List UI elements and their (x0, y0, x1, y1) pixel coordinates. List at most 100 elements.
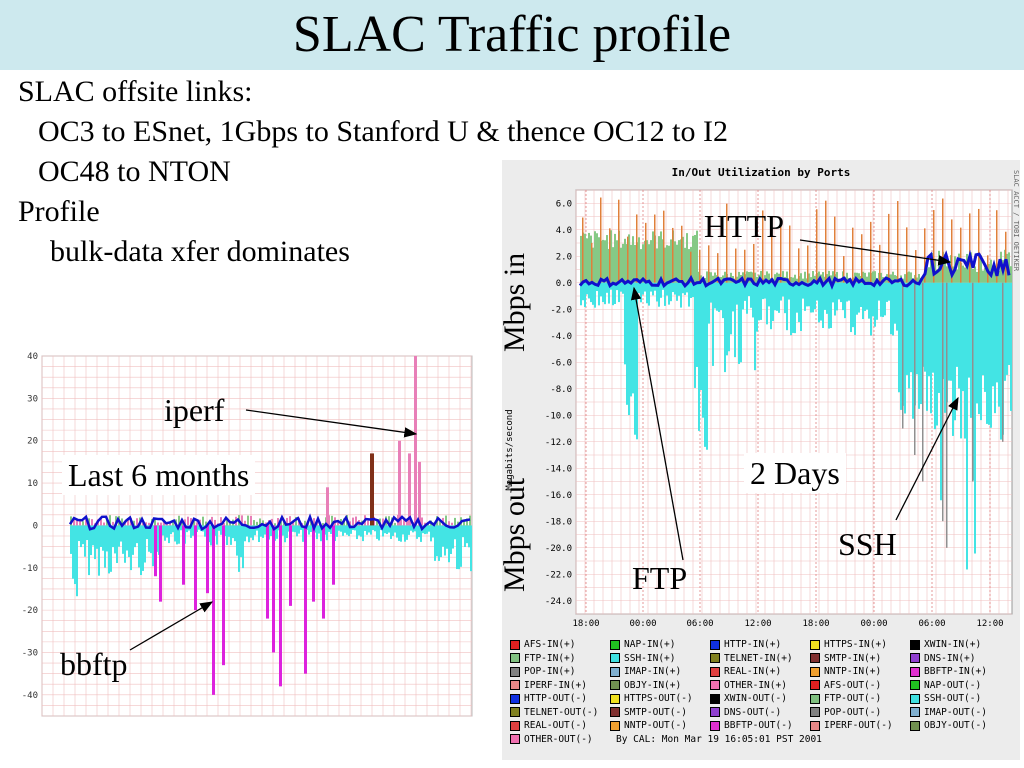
ssh-out-bar (702, 282, 704, 418)
misc-in-spike (807, 245, 809, 283)
ftp-in-bar (586, 238, 588, 283)
ssh-out-bar (262, 525, 264, 538)
ssh-out-bar (70, 525, 72, 554)
inbound-bar (439, 519, 441, 526)
ssh-out-bar (378, 525, 380, 541)
legend-label: POP-IN(+) (524, 666, 576, 677)
ssh-out-bar (856, 282, 858, 315)
ssh-out-bar (248, 525, 250, 543)
ssh-out-bar (198, 525, 200, 530)
inbound-bar (142, 523, 144, 526)
ssh-out-bar (932, 282, 934, 373)
ssh-out-bar (1004, 282, 1006, 381)
ftp-in-bar (800, 273, 802, 283)
bbftp-spike (159, 525, 162, 602)
ftp-in-bar (818, 271, 820, 283)
inbound-bar (124, 523, 126, 526)
ssh-out-bar (270, 525, 272, 537)
legend-item: HTTP-IN(+) (710, 638, 810, 652)
iperf-spike (326, 487, 329, 526)
inbound-bar (133, 520, 135, 526)
ssh-out-bar (882, 282, 884, 318)
ssh-out-bar (760, 282, 762, 320)
ssh-out-bar (670, 282, 672, 302)
inbound-bar (454, 517, 456, 526)
bbftp-spike (289, 525, 292, 606)
ssh-out-bar (100, 525, 102, 547)
ssh-out-bar (794, 282, 796, 334)
legend-label: REAL-OUT(-) (524, 720, 587, 731)
ftp-in-bar (864, 272, 866, 283)
ssh-out-bar (76, 525, 78, 597)
ssh-out-bar (708, 282, 710, 324)
inbound-bar (100, 518, 102, 526)
inbound-bar (211, 516, 213, 526)
y-axis-title: Megabits/second (505, 409, 515, 490)
legend-item: OBJY-OUT(-) (910, 719, 1010, 733)
inbound-bar (88, 518, 90, 526)
legend-row: AFS-IN(+) NAP-IN(+) HTTP-IN(+) HTTPS-IN(+) X… (510, 638, 1010, 652)
ssh-out-bar (974, 282, 976, 554)
ssh-out-bar (584, 282, 586, 308)
inbound-bar (205, 521, 207, 526)
ftp-in-bar (872, 271, 874, 283)
bullet-offsite-links: SLAC offsite links: (18, 75, 253, 108)
misc-in-spike (852, 227, 854, 283)
ssh-out-bar (122, 525, 124, 554)
ssh-out-bar (924, 282, 926, 372)
ssh-out-bar (370, 525, 372, 535)
legend-swatch (610, 707, 620, 718)
bbftp-spike (182, 525, 185, 585)
ssh-out-bar (392, 525, 394, 536)
inbound-bar (145, 522, 147, 526)
ssh-out-bar (700, 282, 702, 391)
y-tick-label: -22.0 (545, 570, 572, 580)
ssh-out-bar (118, 525, 120, 547)
ssh-out-bar (112, 525, 114, 548)
ssh-out-bar (978, 282, 980, 415)
legend-item: REAL-IN(+) (710, 665, 810, 679)
ftp-in-bar (738, 271, 740, 283)
ftp-in-bar (972, 268, 974, 283)
misc-in-spike (762, 210, 764, 283)
ssh-out-bar (678, 282, 680, 296)
ftp-in-bar (894, 275, 896, 283)
ssh-out-bar (78, 525, 80, 542)
inbound-bar (193, 519, 195, 526)
inbound-bar (250, 515, 252, 526)
ftp-in-bar (646, 240, 648, 283)
ssh-out-bar (668, 282, 670, 305)
ssh-out-bar (660, 282, 662, 298)
ssh-out-bar (958, 282, 960, 389)
ssh-out-bar (126, 525, 128, 551)
legend-row: IPERF-IN(+) OBJY-IN(+) OTHER-IN(+) AFS-OUT(… (510, 679, 1010, 693)
ssh-out-bar (130, 525, 132, 571)
ssh-out-bar (132, 525, 134, 555)
ssh-out-bar (912, 282, 914, 419)
legend-swatch (810, 707, 820, 718)
inbound-bar (337, 522, 339, 526)
ssh-out-bar (684, 282, 686, 295)
ftp-in-bar (822, 272, 824, 283)
legend-label: NAP-IN(+) (624, 639, 676, 650)
ssh-out-bar (120, 525, 122, 542)
ssh-out-bar (446, 525, 448, 549)
ssh-out-bar (350, 525, 352, 534)
inbound-bar (457, 521, 459, 526)
ssh-out-bar (738, 282, 740, 364)
ssh-out-bar (696, 282, 698, 367)
inbound-bar (280, 521, 282, 526)
ssh-out-bar (814, 282, 816, 310)
legend-item: BBFTP-IN(+) (910, 665, 1010, 679)
ssh-out-bar (886, 282, 888, 302)
legend-item: HTTP-OUT(-) (510, 692, 610, 706)
ssh-out-bar (450, 525, 452, 554)
bullet-profile: Profile (18, 195, 100, 228)
legend-swatch (710, 707, 720, 718)
ftp-in-bar (674, 241, 676, 283)
ftp-in-bar (790, 277, 792, 283)
ssh-out-bar (234, 525, 236, 542)
ssh-out-bar (654, 282, 656, 291)
misc-in-spike (708, 245, 710, 283)
inbound-bar (244, 520, 246, 526)
